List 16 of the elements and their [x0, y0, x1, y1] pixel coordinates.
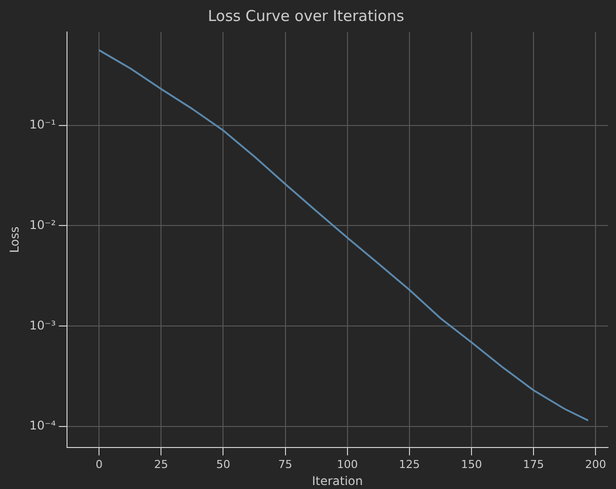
- y-tick-label: 10⁻²: [29, 218, 56, 232]
- y-tick-label: 10⁻⁴: [29, 418, 56, 433]
- x-tick-label: 0: [96, 458, 103, 471]
- x-tick-label: 50: [216, 458, 230, 471]
- x-tick-label: 25: [154, 458, 168, 471]
- x-tick-label: 100: [336, 458, 358, 471]
- y-axis-title: Loss: [7, 226, 22, 253]
- y-tick-label: 10⁻¹: [29, 117, 56, 132]
- x-tick-label: 150: [460, 458, 482, 471]
- x-axis-title: Iteration: [312, 474, 363, 488]
- x-tick-label: 125: [398, 458, 420, 471]
- y-tick-label: 10⁻³: [29, 318, 56, 332]
- x-tick-label: 200: [585, 458, 606, 471]
- x-tick-label: 175: [523, 458, 544, 471]
- chart-title: Loss Curve over Iterations: [208, 6, 404, 25]
- x-tick-label: 75: [278, 458, 292, 471]
